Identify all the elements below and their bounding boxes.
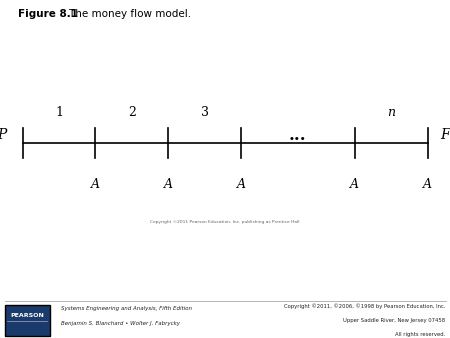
- Text: n: n: [387, 106, 395, 119]
- Text: Systems Engineering and Analysis, Fifth Edition: Systems Engineering and Analysis, Fifth …: [61, 306, 192, 311]
- Text: Copyright ©2011 Pearson Education, Inc. publishing as Prentice Hall: Copyright ©2011 Pearson Education, Inc. …: [150, 220, 300, 224]
- Text: A: A: [164, 178, 173, 191]
- Text: PEARSON: PEARSON: [10, 313, 44, 318]
- Text: 3: 3: [201, 106, 209, 119]
- Text: 1: 1: [55, 106, 63, 119]
- Text: A: A: [237, 178, 246, 191]
- Text: Upper Saddle River, New Jersey 07458: Upper Saddle River, New Jersey 07458: [343, 318, 446, 323]
- Text: P: P: [0, 128, 7, 142]
- Text: Figure 8.1: Figure 8.1: [18, 9, 78, 19]
- Text: Benjamin S. Blanchard • Wolter J. Fabrycky: Benjamin S. Blanchard • Wolter J. Fabryc…: [61, 321, 180, 326]
- Text: A: A: [91, 178, 100, 191]
- Text: 2: 2: [128, 106, 136, 119]
- Text: The money flow model.: The money flow model.: [56, 9, 191, 19]
- Text: A: A: [350, 178, 359, 191]
- Text: F: F: [441, 128, 450, 142]
- FancyBboxPatch shape: [4, 305, 50, 336]
- Text: A: A: [423, 178, 432, 191]
- Text: All rights reserved.: All rights reserved.: [395, 332, 446, 337]
- Text: Copyright ©2011, ©2006, ©1998 by Pearson Education, Inc.: Copyright ©2011, ©2006, ©1998 by Pearson…: [284, 304, 446, 309]
- Text: ...: ...: [289, 127, 307, 144]
